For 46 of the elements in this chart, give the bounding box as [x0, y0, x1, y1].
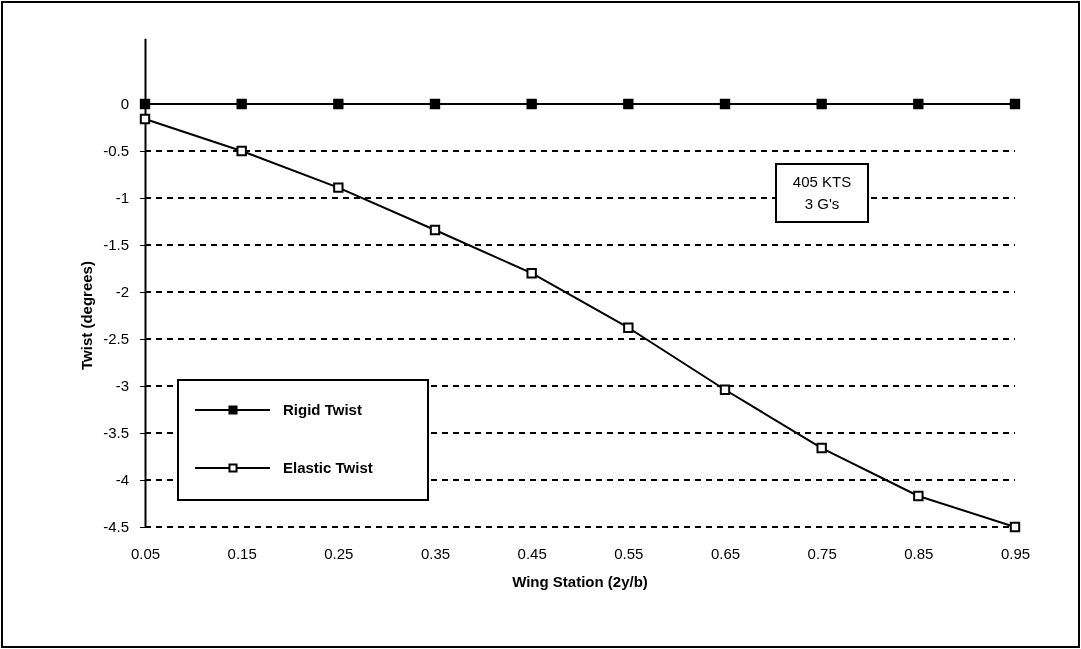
point: [1009, 98, 1021, 110]
x-tick-label: 0.35: [420, 544, 451, 562]
y-tick-label: -3.5: [103, 424, 129, 442]
point: [623, 322, 634, 333]
y-tick-label: -1: [115, 189, 129, 207]
legend-label: Rigid Twist: [283, 401, 362, 418]
point: [429, 224, 441, 236]
y-tick-label: -4.5: [103, 518, 129, 536]
point: [333, 182, 344, 193]
point: [913, 98, 924, 110]
point: [236, 98, 247, 110]
annotation: 405 KTS: [792, 173, 852, 190]
y-tick-label: -2: [115, 283, 129, 301]
x-tick-label: 0.65: [710, 544, 741, 562]
point: [429, 98, 441, 110]
point: [526, 98, 537, 110]
point: [139, 98, 151, 110]
point: [139, 113, 151, 125]
y-tick-label: -1.5: [103, 236, 129, 254]
annotation: 3 G's: [804, 195, 840, 212]
y-tick-label: 0: [120, 95, 129, 113]
x-tick-label: 0.95: [1000, 544, 1031, 562]
point: [816, 98, 827, 110]
point: [816, 442, 827, 454]
y-tick-label: -3: [115, 377, 129, 395]
point: [1009, 521, 1021, 533]
point: [236, 145, 247, 157]
y-axis-title: Twist (degrees): [78, 261, 95, 370]
point: [623, 98, 634, 110]
x-tick-label: 0.75: [807, 544, 837, 562]
x-tick-label: 0.85: [904, 544, 934, 562]
point: [526, 268, 537, 279]
x-axis-title: Wing Station (2y/b): [512, 573, 648, 590]
y-tick-label: -2.5: [103, 330, 129, 348]
x-tick-label: 0.45: [517, 544, 547, 562]
y-tick-label: -0.5: [103, 142, 129, 160]
legend-label: Elastic Twist: [283, 459, 373, 476]
point: [913, 490, 924, 502]
point: [719, 384, 731, 395]
point: [719, 98, 731, 110]
point: [333, 98, 344, 110]
x-tick-label: 0.25: [324, 544, 354, 562]
y-tick-label: -4: [115, 471, 129, 489]
x-tick-label: 0.05: [130, 544, 161, 562]
x-tick-label: 0.15: [227, 544, 257, 562]
x-tick-label: 0.55: [614, 544, 644, 562]
